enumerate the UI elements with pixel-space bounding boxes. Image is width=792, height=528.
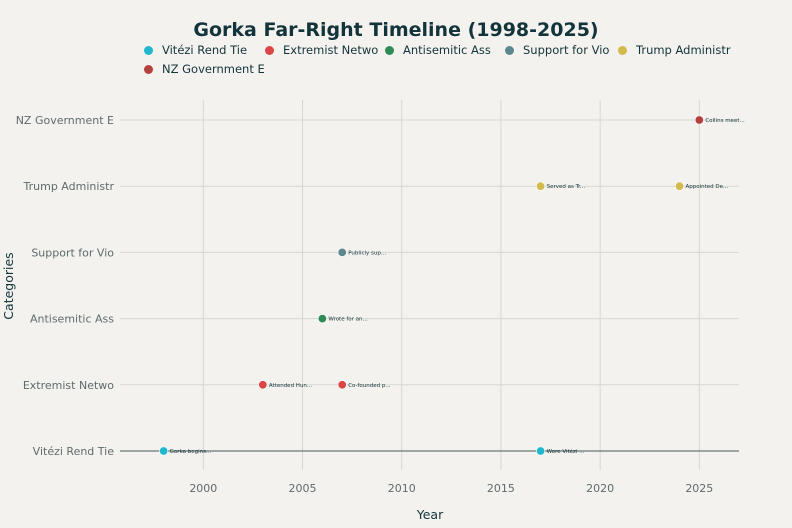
- legend-label: NZ Government E: [162, 62, 265, 76]
- legend-item: Support for Vio: [505, 43, 609, 57]
- legend-marker: [144, 45, 153, 55]
- legend-item: Extremist Netwo: [265, 43, 378, 57]
- y-tick-label: Trump Administr: [23, 180, 115, 193]
- y-tick-label: Antisemitic Ass: [30, 313, 114, 326]
- y-tick-label: NZ Government E: [16, 114, 114, 127]
- legend-item: Vitézi Rend Tie: [144, 43, 247, 57]
- x-tick-label: 2010: [388, 482, 416, 495]
- point-label: Collins meet...: [705, 118, 745, 124]
- legend-label: Extremist Netwo: [283, 43, 379, 57]
- legend-marker: [265, 45, 274, 55]
- legend-label: Vitézi Rend Tie: [162, 43, 248, 57]
- legend-item: Antisemitic Ass: [385, 43, 491, 57]
- point-label: Appointed De...: [685, 184, 728, 190]
- x-tick-label: 2015: [487, 482, 515, 495]
- legend-marker: [385, 45, 394, 55]
- legend-item: Trump Administr: [618, 43, 731, 57]
- data-point: [536, 446, 546, 456]
- data-point: [159, 446, 169, 456]
- legend-label: Support for Vio: [523, 43, 610, 57]
- point-label: Attended Hun...: [269, 383, 313, 389]
- x-tick-label: 2000: [189, 482, 217, 495]
- x-tick-label: 2025: [685, 482, 713, 495]
- legend-marker: [505, 45, 514, 55]
- legend-marker: [618, 45, 627, 55]
- data-point: [258, 380, 268, 390]
- data-point: [694, 115, 704, 125]
- y-tick-label: Extremist Netwo: [23, 379, 114, 392]
- x-tick-label: 2005: [289, 482, 317, 495]
- point-label: Co-founded p...: [348, 383, 391, 389]
- point-label: Publicly sup...: [348, 250, 386, 256]
- point-label: Gorka begins...: [170, 449, 212, 455]
- data-point: [337, 380, 347, 390]
- chart-title: Gorka Far-Right Timeline (1998-2025): [193, 19, 599, 41]
- x-axis-title: Year: [416, 507, 444, 522]
- point-label: Wrote for an...: [328, 317, 368, 323]
- legend-label: Trump Administr: [636, 43, 731, 57]
- y-axis-title: Categories: [1, 252, 16, 319]
- y-tick-label: Support for Vio: [31, 246, 114, 259]
- x-tick-label: 2020: [586, 482, 614, 495]
- data-point: [337, 247, 347, 257]
- legend-marker: [144, 64, 153, 74]
- data-point: [317, 314, 327, 324]
- legend-label: Antisemitic Ass: [403, 43, 491, 57]
- point-label: Served as Tr...: [547, 184, 586, 190]
- legend-item: NZ Government E: [144, 62, 265, 76]
- y-tick-label: Vitézi Rend Tie: [33, 445, 115, 458]
- data-point: [536, 181, 546, 191]
- data-point: [674, 181, 684, 191]
- point-label: Wore Vitézi ...: [547, 448, 585, 455]
